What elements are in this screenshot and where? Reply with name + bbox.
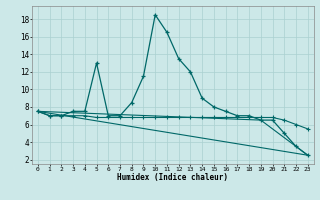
X-axis label: Humidex (Indice chaleur): Humidex (Indice chaleur) <box>117 173 228 182</box>
